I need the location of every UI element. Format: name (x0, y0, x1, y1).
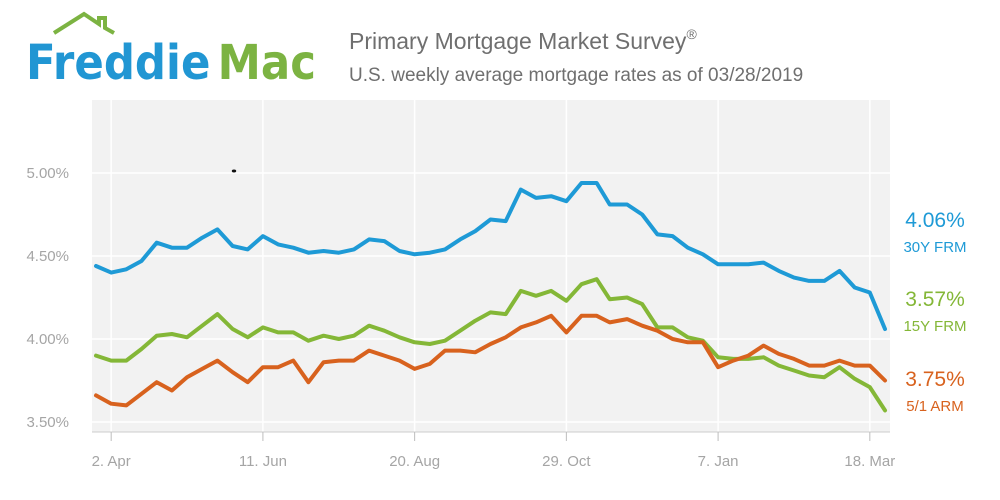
end-value-5-1-arm: 3.75% (905, 368, 965, 391)
chart-title: Primary Mortgage Market Survey® (349, 26, 697, 54)
plot-area (92, 100, 890, 432)
end-labels: 4.06% 30Y FRM 3.57% 15Y FRM 3.75% 5/1 ARM (903, 209, 966, 415)
x-tick-label: 2. Apr (92, 453, 131, 470)
house-roof-icon (52, 11, 115, 35)
end-value-15y-frm: 3.57% (905, 288, 965, 311)
stray-dot (231, 169, 237, 173)
logo-mac-text: Mac (218, 35, 316, 91)
x-axis: 2. Apr 11. Jun 20. Aug 29. Oct 7. Jan 18. Mar (92, 431, 895, 470)
y-axis: 3.50% 4.00% 4.50% 5.00% (26, 165, 69, 431)
x-tick-label: 18. Mar (844, 453, 895, 470)
logo-freddie-text: Freddie (26, 35, 210, 91)
svg-text:FreddieMac: FreddieMac (26, 35, 316, 91)
series-line-15y-frm (94, 277, 887, 413)
end-value-30y-frm: 4.06% (905, 209, 965, 232)
series-label-15y-frm: 15Y FRM (903, 318, 966, 335)
y-tick-label: 4.50% (26, 248, 69, 265)
grid-lines (92, 100, 890, 432)
series-label-5-1-arm: 5/1 ARM (906, 398, 964, 415)
series-lines (94, 181, 887, 413)
y-tick-label: 5.00% (26, 165, 69, 182)
series-line-5-1-arm (94, 313, 887, 408)
x-tick-label: 29. Oct (542, 453, 591, 470)
series-line-30y-frm (94, 181, 887, 331)
y-tick-label: 4.00% (26, 331, 69, 348)
y-tick-label: 3.50% (26, 414, 69, 431)
x-tick-label: 11. Jun (239, 453, 287, 470)
x-tick-label: 7. Jan (698, 453, 739, 470)
registered-mark: ® (686, 26, 697, 42)
chart-subtitle: U.S. weekly average mortgage rates as of… (349, 65, 803, 86)
freddie-mac-logo: FreddieMac (26, 11, 316, 91)
series-label-30y-frm: 30Y FRM (903, 239, 966, 256)
x-tick-label: 20. Aug (389, 453, 440, 470)
